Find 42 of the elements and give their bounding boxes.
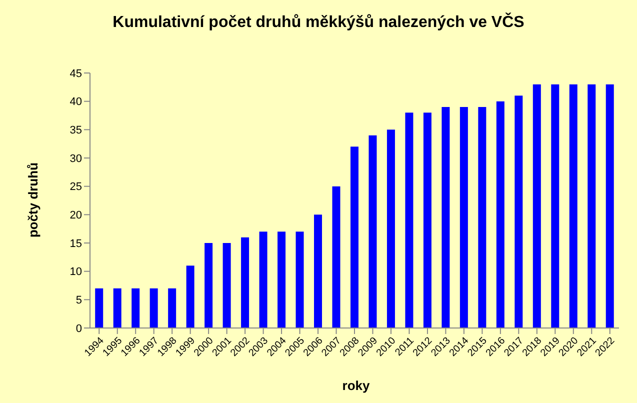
bar xyxy=(95,288,104,328)
bar xyxy=(168,288,176,328)
y-tick-label: 15 xyxy=(70,238,82,250)
y-tick-label: 30 xyxy=(70,152,82,165)
y-tick-label: 0 xyxy=(76,322,82,335)
bar xyxy=(259,232,268,328)
bar xyxy=(204,243,213,328)
bar xyxy=(332,186,340,328)
bar xyxy=(423,112,432,328)
y-tick-label: 10 xyxy=(70,266,82,278)
y-tick-label: 5 xyxy=(76,294,82,307)
bar xyxy=(296,232,304,328)
y-axis-title: počty druhů xyxy=(26,162,40,238)
y-tick-label: 45 xyxy=(70,68,82,80)
bar xyxy=(551,84,560,328)
y-tick-label: 40 xyxy=(70,96,82,108)
bar xyxy=(514,96,523,328)
bar xyxy=(368,135,377,328)
bar xyxy=(478,107,486,328)
chart-title: Kumulativní počet druhů měkkýšů nalezených ve VČS xyxy=(112,14,526,32)
bar xyxy=(186,266,194,328)
bar xyxy=(532,84,541,328)
bar xyxy=(405,112,414,328)
bar xyxy=(350,146,358,328)
bar xyxy=(496,101,504,328)
bar xyxy=(278,232,286,328)
bar xyxy=(569,84,578,328)
y-tick-label: 35 xyxy=(70,124,82,137)
bar xyxy=(241,237,250,328)
y-tick-label: 20 xyxy=(70,210,82,222)
bar xyxy=(588,84,596,328)
x-axis-title: roky xyxy=(341,378,371,393)
bar xyxy=(442,107,450,328)
bar xyxy=(386,130,395,328)
bar xyxy=(132,288,140,328)
bar xyxy=(150,288,158,328)
bar xyxy=(314,214,322,328)
bar xyxy=(606,84,614,328)
bar xyxy=(460,107,468,328)
bar xyxy=(113,288,122,328)
bar xyxy=(222,243,231,328)
y-tick-label: 25 xyxy=(70,181,82,194)
